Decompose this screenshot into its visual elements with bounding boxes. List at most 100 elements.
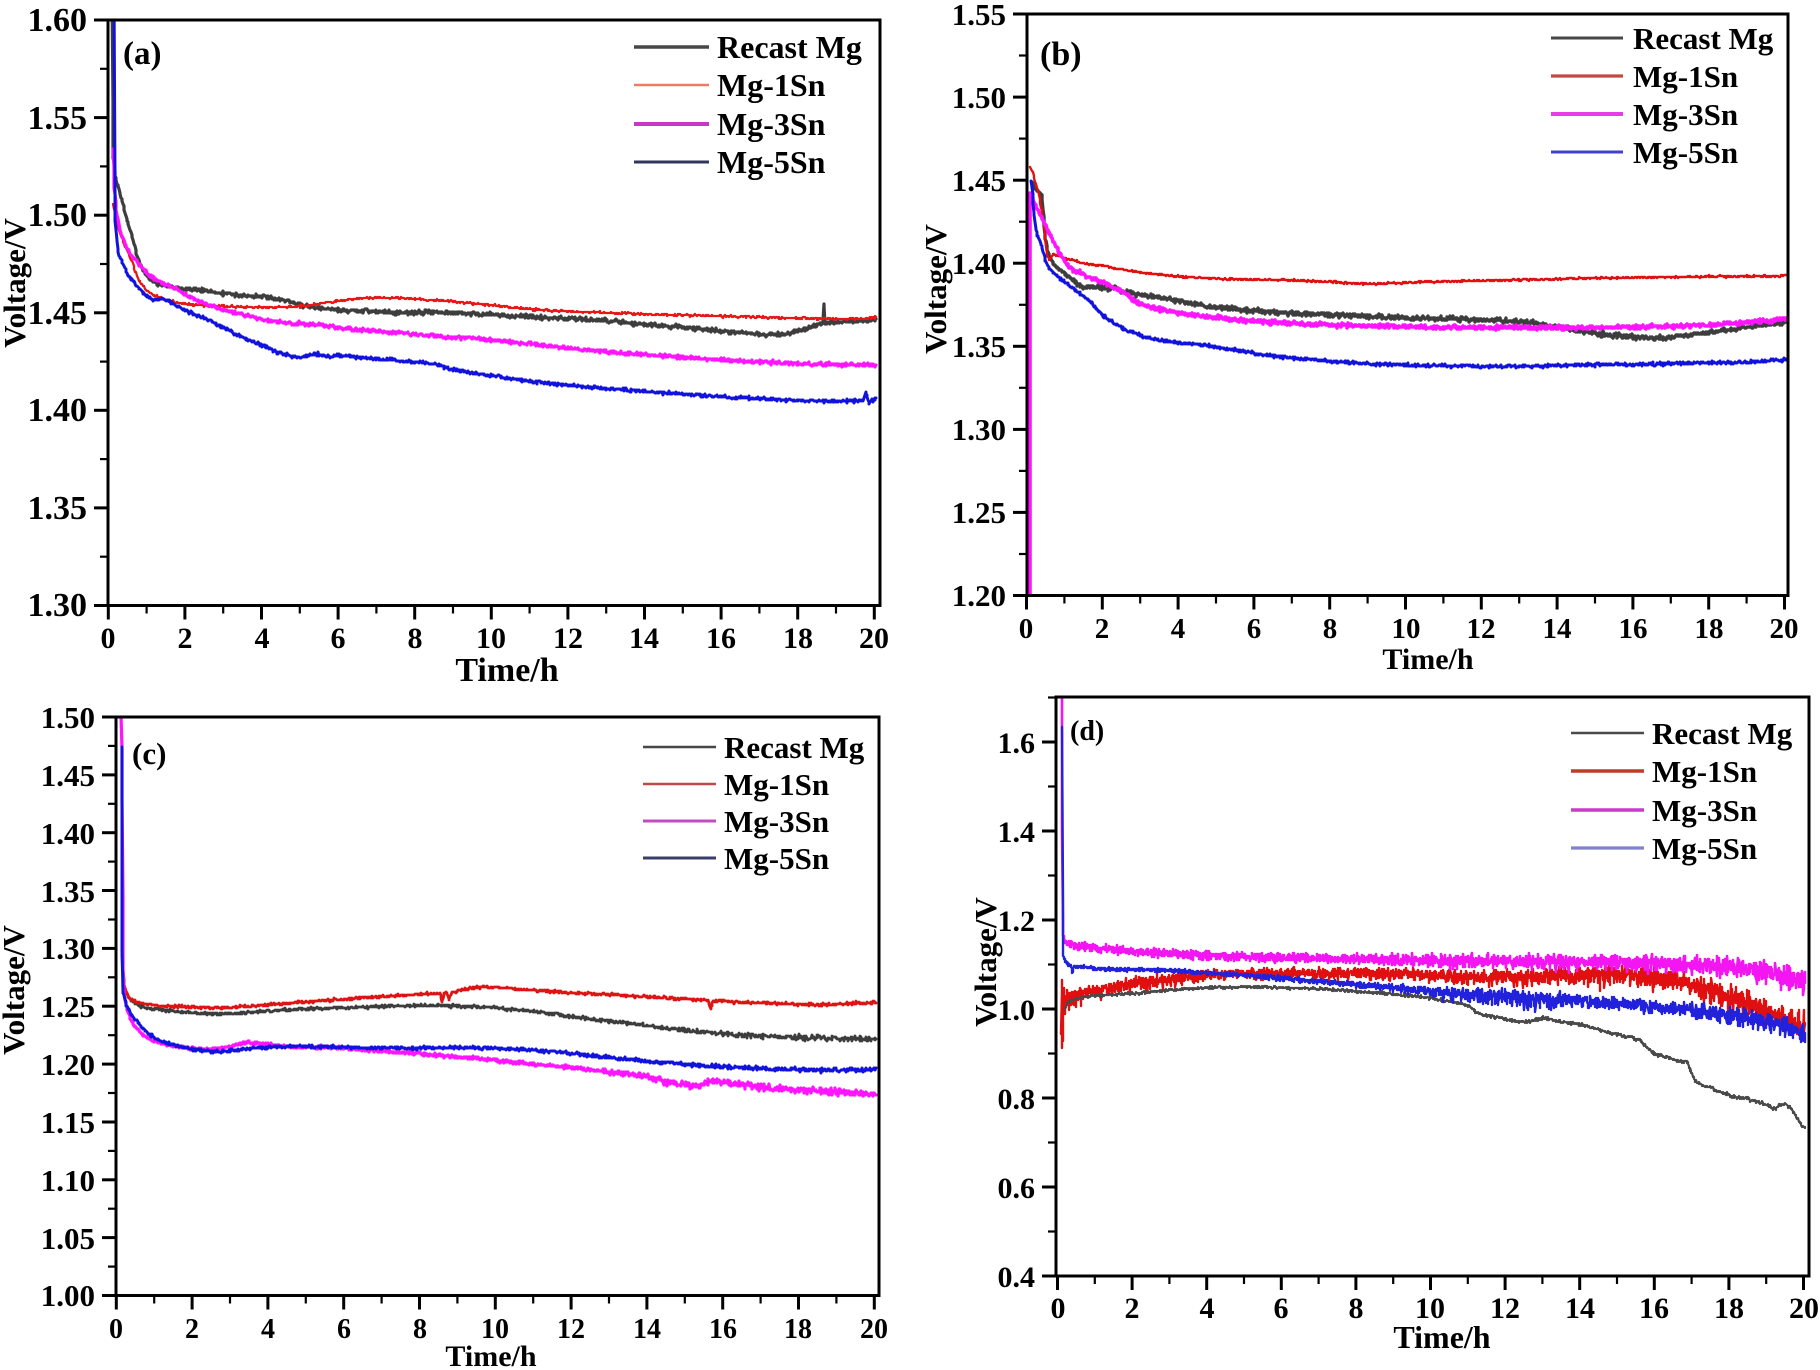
svg-text:Mg-1Sn: Mg-1Sn — [1652, 754, 1757, 789]
svg-text:16: 16 — [1639, 1292, 1669, 1325]
svg-text:0.8: 0.8 — [998, 1083, 1036, 1116]
svg-text:1.60: 1.60 — [28, 2, 88, 39]
svg-text:Time/h: Time/h — [455, 652, 558, 689]
svg-text:1.05: 1.05 — [41, 1221, 95, 1256]
svg-text:4: 4 — [1200, 1292, 1215, 1325]
svg-text:1.30: 1.30 — [41, 931, 95, 966]
svg-text:Mg-3Sn: Mg-3Sn — [724, 804, 829, 839]
svg-text:16: 16 — [709, 1314, 737, 1345]
svg-text:Mg-5Sn: Mg-5Sn — [1633, 135, 1738, 170]
svg-text:1.25: 1.25 — [952, 495, 1006, 530]
svg-text:10: 10 — [481, 1314, 509, 1345]
svg-text:16: 16 — [706, 622, 736, 655]
svg-text:(c): (c) — [132, 736, 166, 771]
svg-text:10: 10 — [476, 622, 506, 655]
svg-text:10: 10 — [1392, 613, 1421, 645]
svg-text:14: 14 — [1565, 1292, 1595, 1325]
svg-text:0: 0 — [101, 622, 116, 655]
svg-text:Mg-1Sn: Mg-1Sn — [1633, 59, 1738, 94]
svg-text:18: 18 — [1695, 613, 1724, 645]
svg-text:12: 12 — [553, 622, 583, 655]
svg-text:Voltage/V: Voltage/V — [0, 218, 32, 348]
svg-text:1.2: 1.2 — [998, 905, 1036, 938]
svg-text:18: 18 — [783, 622, 813, 655]
svg-text:(d): (d) — [1070, 716, 1104, 747]
svg-text:1.45: 1.45 — [952, 163, 1006, 198]
svg-text:1.50: 1.50 — [28, 197, 88, 234]
svg-text:Mg-5Sn: Mg-5Sn — [1652, 831, 1757, 866]
svg-text:1.35: 1.35 — [952, 329, 1006, 364]
svg-text:Mg-1Sn: Mg-1Sn — [724, 767, 829, 802]
svg-text:2: 2 — [1095, 613, 1110, 645]
svg-text:1.20: 1.20 — [952, 578, 1006, 613]
svg-text:1.25: 1.25 — [41, 989, 95, 1024]
svg-text:Mg-5Sn: Mg-5Sn — [724, 841, 829, 876]
svg-text:14: 14 — [633, 1314, 661, 1345]
svg-text:12: 12 — [557, 1314, 585, 1345]
svg-text:12: 12 — [1467, 613, 1496, 645]
svg-text:1.35: 1.35 — [41, 874, 95, 909]
svg-text:14: 14 — [1543, 613, 1572, 645]
svg-text:1.4: 1.4 — [998, 816, 1036, 849]
svg-text:(b): (b) — [1040, 36, 1082, 73]
svg-text:20: 20 — [1789, 1292, 1819, 1325]
svg-text:4: 4 — [1171, 613, 1186, 645]
svg-text:Time/h: Time/h — [1393, 1319, 1490, 1355]
svg-text:Time/h: Time/h — [1382, 643, 1473, 676]
svg-text:6: 6 — [337, 1314, 351, 1345]
svg-text:Mg-3Sn: Mg-3Sn — [1633, 97, 1738, 132]
svg-text:1.00: 1.00 — [41, 1278, 95, 1313]
svg-text:Recast Mg: Recast Mg — [1652, 716, 1793, 751]
svg-text:14: 14 — [629, 622, 659, 655]
svg-text:4: 4 — [255, 622, 270, 655]
svg-text:Recast Mg: Recast Mg — [717, 29, 862, 65]
svg-text:1.30: 1.30 — [952, 412, 1006, 447]
svg-text:18: 18 — [784, 1314, 812, 1345]
svg-text:1.50: 1.50 — [952, 80, 1006, 115]
svg-text:Mg-3Sn: Mg-3Sn — [1652, 793, 1757, 828]
svg-text:8: 8 — [1323, 613, 1338, 645]
svg-text:20: 20 — [859, 622, 889, 655]
svg-text:1.40: 1.40 — [28, 392, 88, 429]
svg-text:1.15: 1.15 — [41, 1105, 95, 1140]
svg-text:Recast Mg: Recast Mg — [724, 730, 865, 765]
svg-text:8: 8 — [413, 1314, 427, 1345]
svg-text:10: 10 — [1415, 1292, 1445, 1325]
svg-text:Voltage/V: Voltage/V — [968, 897, 1003, 1027]
svg-text:0: 0 — [1051, 1292, 1066, 1325]
svg-text:Recast Mg: Recast Mg — [1633, 21, 1774, 56]
svg-text:1.55: 1.55 — [952, 0, 1006, 32]
svg-text:1.45: 1.45 — [41, 758, 95, 793]
svg-text:8: 8 — [1349, 1292, 1364, 1325]
svg-text:16: 16 — [1619, 613, 1648, 645]
svg-text:1.40: 1.40 — [952, 246, 1006, 281]
svg-text:1.40: 1.40 — [41, 816, 95, 851]
svg-text:1.6: 1.6 — [998, 727, 1036, 760]
svg-text:Voltage/V: Voltage/V — [918, 224, 953, 354]
svg-text:(a): (a) — [123, 36, 161, 72]
svg-text:Time/h: Time/h — [445, 1340, 536, 1370]
svg-text:1.50: 1.50 — [41, 700, 95, 735]
svg-text:2: 2 — [1125, 1292, 1140, 1325]
svg-text:2: 2 — [185, 1314, 199, 1345]
svg-text:12: 12 — [1490, 1292, 1520, 1325]
svg-text:1.45: 1.45 — [28, 295, 88, 332]
svg-text:6: 6 — [1274, 1292, 1289, 1325]
svg-text:0.6: 0.6 — [998, 1172, 1036, 1205]
svg-text:1.55: 1.55 — [28, 100, 88, 137]
svg-text:Mg-5Sn: Mg-5Sn — [717, 144, 826, 180]
svg-text:18: 18 — [1714, 1292, 1744, 1325]
svg-text:2: 2 — [178, 622, 193, 655]
svg-text:Voltage/V: Voltage/V — [0, 925, 31, 1055]
svg-text:20: 20 — [1770, 613, 1799, 645]
svg-text:0: 0 — [109, 1314, 123, 1345]
svg-text:6: 6 — [1247, 613, 1262, 645]
svg-text:1.35: 1.35 — [28, 490, 88, 527]
svg-text:0: 0 — [1019, 613, 1034, 645]
svg-text:20: 20 — [860, 1314, 888, 1345]
svg-text:1.10: 1.10 — [41, 1163, 95, 1198]
svg-text:1.30: 1.30 — [28, 587, 88, 624]
svg-text:0.4: 0.4 — [998, 1261, 1036, 1294]
svg-text:1.20: 1.20 — [41, 1047, 95, 1082]
svg-text:Mg-1Sn: Mg-1Sn — [717, 67, 826, 103]
